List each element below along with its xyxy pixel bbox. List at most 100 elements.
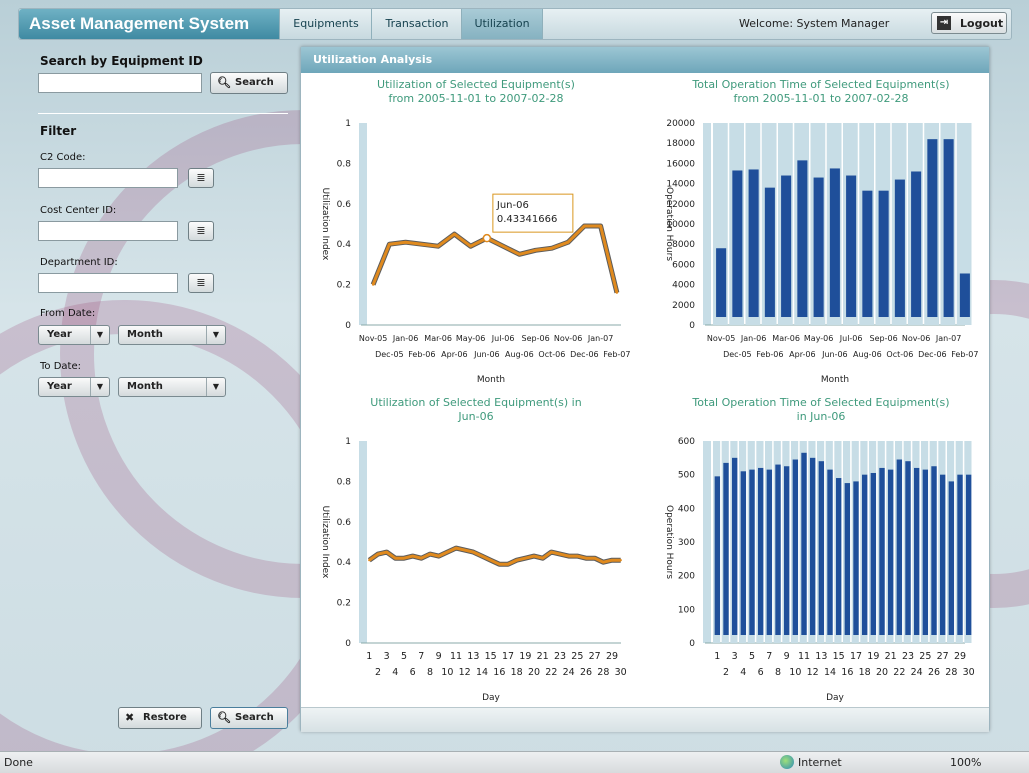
data-point: [469, 245, 472, 248]
bar: [853, 481, 859, 635]
y-tick-label: 2000: [672, 301, 695, 311]
y-axis-label: Utilization Index: [320, 188, 330, 261]
bar: [731, 457, 738, 635]
search-filter-button[interactable]: 🔍︎ Search: [210, 707, 288, 729]
bar: [781, 175, 792, 317]
logout-icon: ⇥: [937, 16, 951, 30]
x-axis-label: Day: [826, 693, 844, 703]
bar: [748, 169, 759, 317]
data-point: [524, 556, 527, 560]
x-tick-label: 2: [723, 667, 729, 678]
x-tick-label: Jun-06: [473, 350, 500, 359]
y-tick-label: 18000: [666, 139, 695, 149]
y-tick-label: 10000: [666, 220, 695, 230]
data-point: [472, 550, 475, 554]
chart3-title-line1: Utilization of Selected Equipment(s) in: [370, 396, 582, 409]
x-tick-label: 4: [740, 667, 746, 678]
x-tick-label: 5: [749, 651, 755, 662]
x-tick-label: 19: [519, 651, 531, 662]
y-axis-band: [703, 441, 711, 643]
x-axis-label: Month: [477, 375, 505, 385]
x-tick-label: Jan-06: [740, 334, 766, 343]
bar: [749, 469, 755, 635]
data-point: [501, 245, 505, 248]
y-tick-label: 1: [345, 437, 351, 447]
department-input[interactable]: [38, 273, 178, 293]
y-tick-label: 500: [678, 471, 695, 481]
bar: [827, 469, 833, 635]
monthly-utilization-chart: 0 0.2 0.4 0.6 0.8 1 Utilization Index Jun-06 0.4…: [320, 119, 630, 385]
x-tick-label: 3: [384, 651, 390, 662]
tab-equipments[interactable]: Equipments: [279, 9, 372, 39]
x-tick-label: Dec-05: [375, 350, 404, 359]
bar: [783, 466, 790, 635]
data-point: [583, 224, 586, 228]
bar: [723, 462, 729, 635]
app-header: Asset Management System Equipments Trans…: [18, 8, 1012, 40]
chevron-down-icon: ▼: [90, 378, 109, 396]
y-tick-label: 200: [678, 572, 695, 582]
x-tick-label: 11: [450, 651, 462, 662]
data-point: [584, 556, 588, 560]
x-tick-label: 28: [945, 667, 957, 678]
cost-center-lookup-button[interactable]: ≣: [188, 221, 214, 241]
chevron-down-icon: ▼: [206, 378, 225, 396]
data-point: [437, 554, 440, 558]
x-tick-label: 2: [375, 667, 381, 678]
y-tick-label: 400: [678, 504, 695, 514]
x-tick-label: 26: [580, 667, 592, 678]
data-point: [376, 552, 380, 556]
bar: [801, 452, 807, 635]
equipment-id-input[interactable]: [38, 73, 202, 93]
bar: [813, 177, 824, 317]
data-point: [453, 232, 456, 236]
cost-center-input[interactable]: [38, 221, 178, 241]
y-tick-label: 0.4: [337, 558, 352, 568]
series-line: [371, 224, 619, 294]
bar: [862, 190, 873, 317]
bar: [913, 467, 920, 635]
data-point: [385, 550, 388, 554]
y-axis-label: Operation Hours: [664, 187, 674, 261]
bar: [948, 481, 955, 635]
to-year-select[interactable]: Year ▼: [38, 377, 110, 397]
data-point: [420, 556, 423, 560]
to-month-select[interactable]: Month ▼: [118, 377, 226, 397]
from-month-select[interactable]: Month ▼: [118, 325, 226, 345]
x-tick-label: Jul-06: [839, 334, 863, 343]
y-axis-band: [359, 123, 367, 325]
tab-transaction[interactable]: Transaction: [371, 9, 462, 39]
restore-button[interactable]: ✖ Restore: [118, 707, 202, 729]
x-tick-label: 7: [418, 651, 424, 662]
bar: [870, 472, 877, 635]
bar: [922, 469, 929, 635]
data-point: [566, 240, 570, 244]
c2-code-input[interactable]: [38, 168, 178, 188]
x-tick-label: 12: [459, 667, 471, 678]
logout-button[interactable]: ⇥ Logout: [931, 12, 1007, 34]
c2-lookup-button[interactable]: ≣: [188, 168, 214, 188]
zoom-level[interactable]: 100%: [950, 756, 982, 769]
x-tick-label: 15: [485, 651, 497, 662]
department-lookup-button[interactable]: ≣: [188, 273, 214, 293]
browser-status-bar: Done Internet 100%: [0, 751, 1029, 773]
x-tick-label: 15: [833, 651, 845, 662]
data-point: [534, 249, 537, 252]
bar: [896, 459, 903, 635]
x-tick-label: 22: [545, 667, 557, 678]
y-tick-label: 14000: [666, 180, 695, 190]
globe-icon: [780, 755, 794, 769]
magnifier-icon: 🔍︎: [217, 711, 231, 724]
chart2-title-line2: from 2005-11-01 to 2007-02-28: [733, 92, 909, 105]
c2-code-label: C2 Code:: [40, 152, 86, 163]
data-point: [498, 563, 501, 566]
data-point: [463, 548, 466, 552]
tab-utilization[interactable]: Utilization: [461, 9, 543, 39]
x-tick-label: 14: [824, 667, 836, 678]
from-year-select[interactable]: Year ▼: [38, 325, 110, 345]
x-tick-label: 11: [798, 651, 810, 662]
x-tick-label: Dec-06: [570, 350, 599, 359]
search-button-label: Search: [235, 77, 274, 88]
search-button[interactable]: 🔍︎ Search: [210, 72, 288, 94]
